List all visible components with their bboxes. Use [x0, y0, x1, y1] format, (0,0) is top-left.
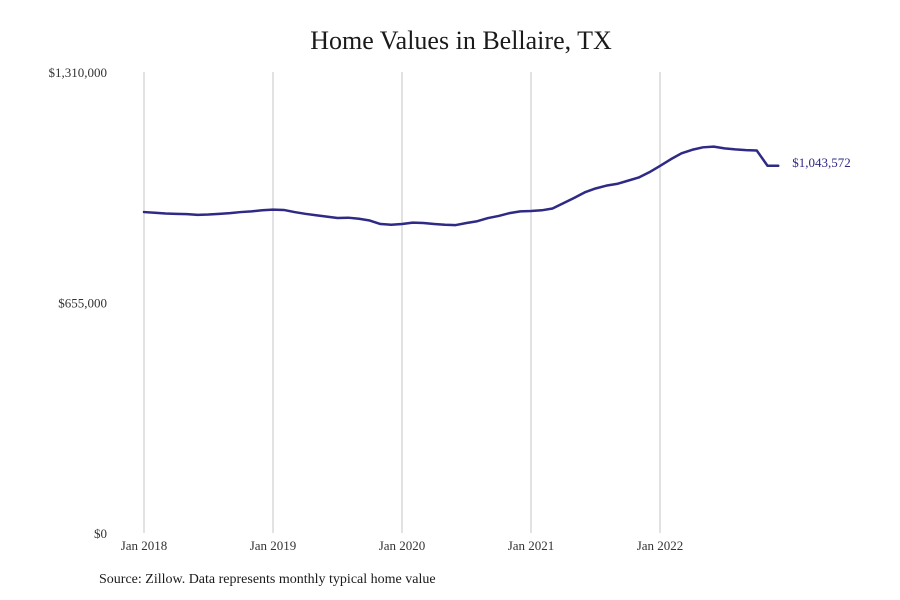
y-tick-label: $655,000: [58, 296, 107, 311]
gridlines: [143, 72, 661, 533]
y-tick-label: $1,310,000: [49, 65, 108, 80]
end-value-label: $1,043,572: [792, 155, 851, 170]
y-tick-label: $0: [94, 526, 107, 541]
source-note: Source: Zillow. Data represents monthly …: [99, 572, 436, 587]
x-tick-label: Jan 2020: [379, 538, 426, 553]
axis-labels: Jan 2018 Jan 2019 Jan 2020 Jan 2021 Jan 2022…: [49, 65, 684, 553]
chart-title: Home Values in Bellaire, TX: [310, 26, 612, 55]
series-layer: $1,043,572: [142, 145, 851, 227]
x-tick-label: Jan 2018: [121, 538, 168, 553]
x-tick-label: Jan 2022: [637, 538, 684, 553]
series-line: [142, 145, 780, 227]
x-tick-label: Jan 2021: [508, 538, 555, 553]
x-tick-label: Jan 2019: [250, 538, 297, 553]
